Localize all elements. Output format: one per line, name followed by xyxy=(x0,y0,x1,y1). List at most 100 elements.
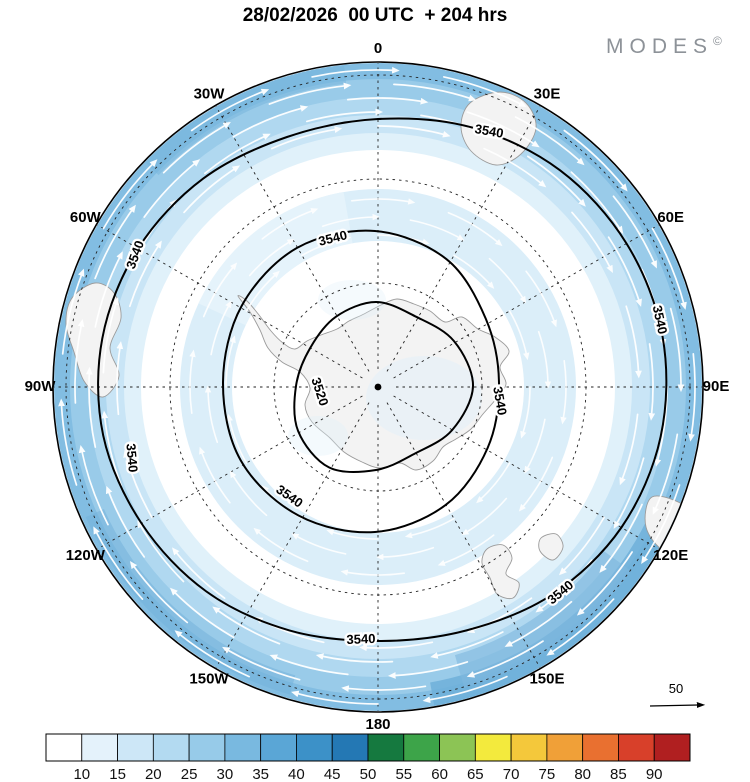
streamline-arrow xyxy=(619,413,639,486)
colorbar-cell xyxy=(403,733,440,762)
colorbar-tick-label: 85 xyxy=(610,766,627,782)
shading-patch xyxy=(145,65,347,176)
colorbar-tick-label: 75 xyxy=(539,766,556,782)
longitude-label: 180 xyxy=(365,716,390,733)
streamline-arrow xyxy=(128,240,162,308)
map-boundary xyxy=(52,61,704,713)
streamline-arrow xyxy=(58,398,78,486)
streamline-arrow xyxy=(359,641,434,652)
coastline xyxy=(481,544,520,600)
contour-3540-outer xyxy=(97,117,668,642)
colorbar-cell xyxy=(260,733,297,762)
colorbar-cell xyxy=(439,733,476,762)
streamline-arrow xyxy=(599,503,643,573)
longitude-label: 90E xyxy=(703,378,730,395)
streamline-arrow xyxy=(443,76,527,107)
colorbar-cell xyxy=(296,733,333,762)
longitude-label: 150W xyxy=(189,671,229,688)
streamline-arrow xyxy=(625,305,642,379)
streamline-arrow xyxy=(648,343,656,421)
longitude-label: 60E xyxy=(657,209,684,226)
colorbar-tick-label: 40 xyxy=(288,766,305,782)
streamline-arrow xyxy=(101,410,123,487)
streamline-arrow xyxy=(563,129,628,192)
colorbar-cell xyxy=(367,733,405,762)
streamline-arrow xyxy=(226,413,248,464)
streamline-arrow xyxy=(268,82,352,105)
streamline-arrow xyxy=(61,268,85,355)
colorbar-tick-label: 30 xyxy=(217,766,234,782)
streamline-arrow xyxy=(253,527,309,563)
streamline-arrow xyxy=(162,122,231,174)
streamline-arrow xyxy=(301,235,352,257)
streamline-arrow xyxy=(291,690,379,705)
streamline-arrow xyxy=(571,211,613,274)
contour-label: 3540 xyxy=(346,631,375,647)
meridian-line xyxy=(97,224,363,379)
meridian-line xyxy=(393,224,659,379)
shading-patch xyxy=(198,191,354,326)
streamline-arrow xyxy=(525,270,557,328)
streamline-arrow xyxy=(447,211,503,247)
longitude-label: 120W xyxy=(66,547,106,564)
streamline-arrow xyxy=(613,457,645,529)
streamline-arrow xyxy=(93,526,144,600)
streamline-arrow xyxy=(466,640,544,678)
streamline-arrow xyxy=(607,236,642,307)
streamline-arrow xyxy=(229,470,268,517)
shading-patch xyxy=(85,509,296,695)
streamline-arrow xyxy=(137,520,185,583)
streamline-arrow xyxy=(311,66,400,78)
wind-reference-arrow-line xyxy=(649,702,706,709)
longitude-labels: 0 30E 60E 90E 120E 150E 180 150W 120W 90W 60W 30W xyxy=(25,40,730,733)
latitude-circle xyxy=(169,178,587,596)
latitude-circle xyxy=(65,74,691,700)
colorbar-tick-label: 20 xyxy=(145,766,162,782)
streamline-arrow xyxy=(376,546,435,561)
streamline-arrow xyxy=(199,446,231,504)
meridian-line xyxy=(386,106,541,372)
streamline-arrow xyxy=(558,516,605,576)
coastline xyxy=(237,295,510,471)
colorbar-tick-label: 45 xyxy=(324,766,341,782)
streamline-arrow xyxy=(291,533,347,555)
streamline-arrow xyxy=(518,456,554,512)
colorbar-tick-label: 35 xyxy=(252,766,269,782)
colorbar-tick-label: 80 xyxy=(574,766,591,782)
streamline-arrow xyxy=(78,445,109,526)
colorbar-frame xyxy=(45,733,691,762)
streamline-arrow xyxy=(202,262,238,318)
colorbar-cell xyxy=(618,733,655,762)
streamline-arrow xyxy=(174,630,250,678)
colorbar-tick-label: 55 xyxy=(395,766,412,782)
colorbar-tick-label: 65 xyxy=(467,766,484,782)
streamline-arrow xyxy=(641,484,681,564)
colorbar-cell xyxy=(653,733,691,762)
streamline-arrow xyxy=(143,159,201,218)
colorbar-tick-label: 10 xyxy=(73,766,90,782)
colorbar-tick-label: 60 xyxy=(431,766,448,782)
coastlines xyxy=(65,91,702,600)
streamline-arrow xyxy=(210,300,232,356)
longitude-label: 30E xyxy=(534,85,561,102)
streamline-arrow xyxy=(183,165,241,214)
streamline-arrow xyxy=(171,547,226,600)
streamline-arrow xyxy=(560,360,567,425)
colorbar-cell xyxy=(45,733,83,762)
streamline-arrow xyxy=(102,297,119,374)
colorbar-tick-label: 50 xyxy=(360,766,377,782)
streamline-arrow xyxy=(190,88,270,132)
streamline-arrow xyxy=(651,227,687,310)
streamline-arrow xyxy=(524,418,546,474)
shading-patch xyxy=(454,550,632,688)
modes-logo-text: MODES xyxy=(606,35,713,58)
colorbar-tick-label: 70 xyxy=(503,766,520,782)
streamline-arrow xyxy=(508,310,530,361)
streamline-arrow xyxy=(466,111,540,148)
meridian-line xyxy=(215,402,370,668)
streamline-arrow xyxy=(514,116,585,166)
streamline-arrow xyxy=(270,126,343,150)
longitude-label: 120E xyxy=(653,547,688,564)
streamline-arrow xyxy=(351,198,416,205)
